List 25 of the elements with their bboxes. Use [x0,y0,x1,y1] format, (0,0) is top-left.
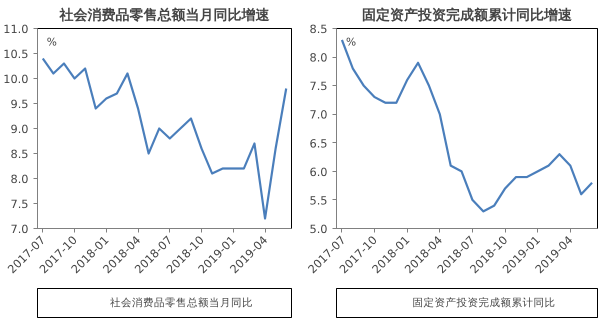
text: 固定资产投资完成额累计同比 [412,296,556,310]
y-tick-label: 6.5 [309,136,328,150]
y-tick-label: 6.0 [309,164,328,179]
y-tick-label: 8.0 [10,172,28,186]
chart-title: 社会消费品零售总额当月同比增速 [58,6,270,24]
y-tick-label: 5.5 [309,193,328,208]
text: 社会消费品零售总额当月同比 [110,296,253,310]
chart-title: 固定资产投资完成额累计同比增速 [362,6,573,24]
y-tick-label: 7.5 [309,79,328,94]
y-tick-label: 10.0 [3,72,29,86]
y-tick-label: 5.0 [309,222,328,236]
y-tick-label: 9.0 [10,122,28,136]
y-tick-label: 7.5 [10,197,28,211]
line-series [340,38,594,212]
y-tick-label: 7.0 [10,222,28,236]
y-tick-label: 7.0 [309,108,328,122]
y-tick-label: 8.0 [309,50,328,65]
y-axis-title: % [46,36,57,48]
y-tick-label: 8.5 [309,22,328,36]
y-tick-label: 10.5 [3,47,29,61]
y-tick-label: 9.5 [10,97,28,111]
line-series [42,57,288,220]
y-tick-label: 8.5 [10,147,28,161]
y-tick-label: 11.0 [3,22,29,36]
y-axis-title: % [346,36,356,48]
